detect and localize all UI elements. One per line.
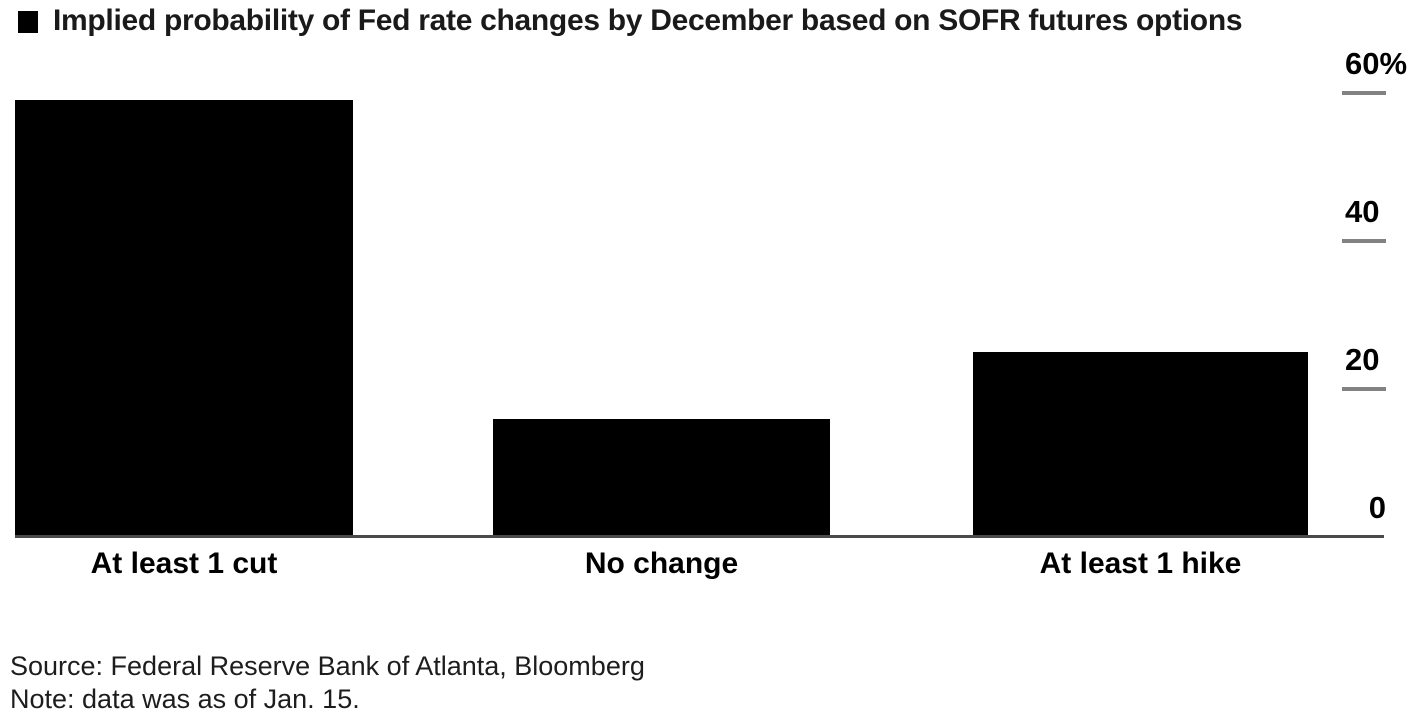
category-label-no-change: No change (584, 547, 739, 580)
y-axis-tick-40 (1342, 239, 1386, 243)
bar-no-change (493, 419, 830, 537)
y-axis-tick-20 (1342, 387, 1386, 391)
legend-square-icon (18, 11, 38, 33)
y-axis-label-60: 60% (1345, 46, 1408, 81)
category-label-at-least-1-cut: At least 1 cut (90, 547, 278, 580)
source-text: Source: Federal Reserve Bank of Atlanta,… (10, 651, 645, 681)
bar-at-least-1-cut (15, 100, 353, 537)
y-axis-tick-60 (1342, 91, 1386, 95)
footer: Source: Federal Reserve Bank of Atlanta,… (10, 650, 645, 716)
note-text: Note: data was as of Jan. 15. (10, 684, 360, 714)
chart-title: Implied probability of Fed rate changes … (53, 4, 1243, 37)
bar-at-least-1-hike (973, 352, 1308, 537)
y-axis-label-20: 20 (1345, 342, 1380, 377)
x-axis-line (15, 535, 1384, 538)
y-axis-label-40: 40 (1345, 194, 1380, 229)
category-label-at-least-1-hike: At least 1 hike (1039, 547, 1242, 580)
y-axis-label-0: 0 (1368, 490, 1386, 525)
